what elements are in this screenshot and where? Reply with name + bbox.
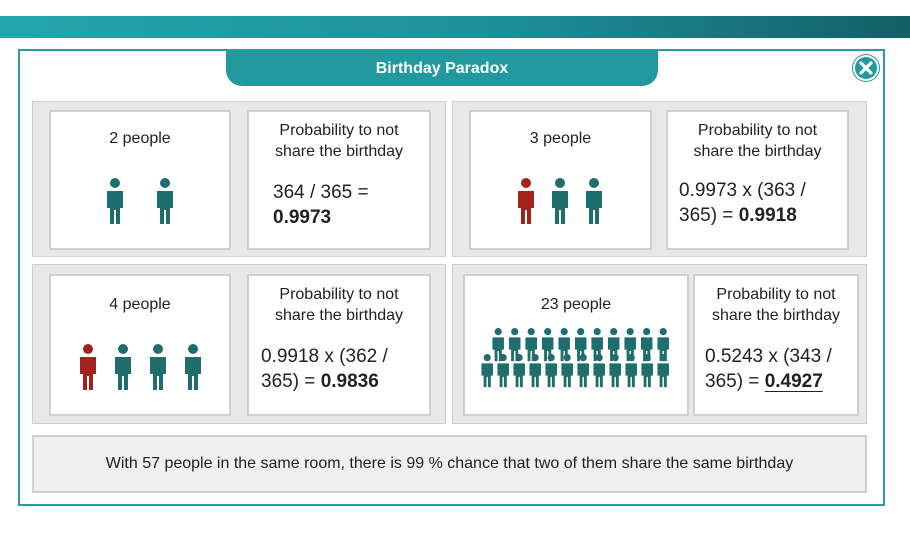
person-icon [155,178,175,224]
people-count-label: 4 people [109,296,171,313]
probability-title-line1: Probability to not [697,122,818,139]
person-icon [497,354,509,388]
formula-line2-prefix: 365) = [261,371,321,392]
person-icon [641,354,653,388]
formula-result: 0.4927 [764,371,823,392]
people-count-label: 2 people [109,130,171,147]
person-icon [584,178,604,224]
person-icon [105,178,125,224]
probability-title-line2: share the birthday [711,307,841,324]
crowd-figures [481,328,669,388]
probability-title-line1: Probability to not [279,122,399,139]
probability-card: Probability to not share the birthday 0.… [693,274,859,416]
person-icon [78,344,98,390]
scenario-quadrant-23-people: 23 people Probability to not share the b… [452,264,867,424]
formula-result: 0.9836 [320,371,379,392]
people-card: 4 people [49,274,231,416]
people-card: 23 people [463,274,689,416]
formula-line2-prefix: 365) = [679,205,739,226]
formula-line1: 364 / 365 = [273,182,369,203]
people-figures [516,178,618,224]
probability-card: Probability to not share the birthday 0.… [247,274,431,416]
person-icon [625,354,637,388]
person-icon [183,344,203,390]
probability-title-line1: Probability to not [279,286,399,303]
person-icon [529,354,541,388]
person-icon [545,354,557,388]
person-icon [481,354,493,388]
person-icon [516,178,536,224]
conclusion-bar: With 57 people in the same room, there i… [32,435,867,493]
birthday-paradox-panel: Birthday Paradox 2 people Probability to… [18,49,885,506]
panel-title-text: Birthday Paradox [375,59,509,77]
person-icon [657,354,669,388]
probability-title-line2: share the birthday [693,143,822,160]
panel-title: Birthday Paradox [226,51,658,86]
formula-line1: 0.9918 x (362 / [261,346,388,367]
probability-title-line1: Probability to not [716,286,836,303]
people-figures [78,344,218,390]
probability-title-line2: share the birthday [274,307,404,324]
person-icon [513,354,525,388]
probability-formula: 0.9918 x (362 / 365) = 0.9836 [261,344,388,394]
scenario-quadrant-4-people: 4 people Probability to not share the bi… [32,264,446,424]
person-icon [577,354,589,388]
person-icon [148,344,168,390]
people-count-label: 3 people [529,130,592,147]
close-x-icon [853,55,879,81]
people-count-label: 23 people [540,296,612,313]
scenario-quadrant-2-people: 2 people Probability to not share the bi… [32,101,446,257]
probability-card: Probability to not share the birthday 0.… [666,110,849,250]
probability-title: Probability to not share the birthday [668,120,847,162]
scenario-quadrant-3-people: 3 people Probability to not share the bi… [452,101,867,257]
probability-formula: 0.5243 x (343 / 365) = 0.4927 [705,344,832,394]
close-button[interactable] [852,54,880,82]
formula-line1: 0.5243 x (343 / [705,346,832,367]
probability-card: Probability to not share the birthday 36… [247,110,431,250]
probability-title: Probability to not share the birthday [249,120,429,162]
probability-title-line2: share the birthday [274,143,404,160]
probability-formula: 0.9973 x (363 / 365) = 0.9918 [679,178,806,228]
person-icon [113,344,133,390]
formula-line2-prefix: 365) = [705,371,765,392]
people-card: 2 people [49,110,231,250]
probability-formula: 364 / 365 = 0.9973 [273,180,369,230]
probability-title: Probability to not share the birthday [695,284,857,326]
people-figures [105,178,205,224]
person-icon [657,328,669,362]
probability-title: Probability to not share the birthday [249,284,429,326]
person-icon [561,354,573,388]
top-banner [0,16,910,38]
person-icon [609,354,621,388]
formula-line1: 0.9973 x (363 / [679,180,806,201]
formula-result: 0.9918 [738,205,797,226]
formula-result: 0.9973 [273,207,332,228]
person-icon [593,354,605,388]
conclusion-text: With 57 people in the same room, there i… [105,455,794,472]
person-icon [550,178,570,224]
people-card: 3 people [469,110,652,250]
